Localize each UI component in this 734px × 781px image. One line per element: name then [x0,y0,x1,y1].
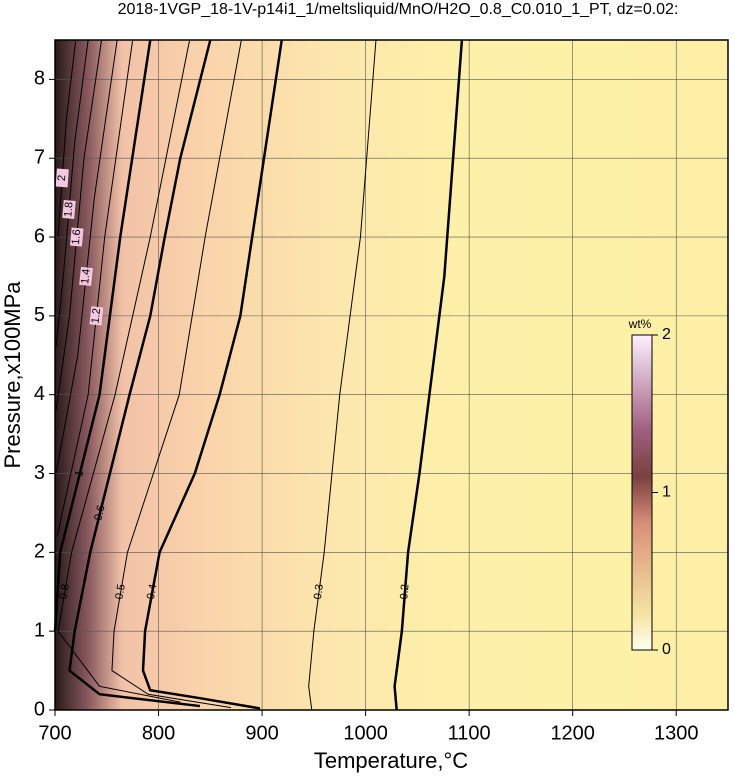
y-tick-label: 3 [34,462,45,484]
contour-line [68,39,212,708]
contour-label: 1.4 [79,268,93,284]
colorbar [631,334,653,651]
x-tick-label: 1100 [448,722,491,744]
x-tick-label: 1300 [654,722,699,744]
y-tick-label: 2 [34,541,45,563]
contour-line [57,39,77,238]
colorbar-tick-label: 1 [662,484,671,501]
x-tick-label: 1000 [343,722,388,744]
plot-area: 0.2 0.3 0.4 0.5 0.6 0.8 1 1.2 1.4 1.6 1.8 2 [53,39,728,711]
contour-label-box [55,168,69,188]
y-tick-label: 1 [34,619,45,641]
y-axis-label: Pressure,x100MPa [0,281,25,469]
contour-label-box [79,266,93,287]
contour-line [393,39,464,711]
contour-line [53,39,152,632]
contour-label: 0.3 [312,583,326,600]
contour-label: 1 [73,469,86,478]
contour-label: 0.4 [145,583,160,600]
plot-frame [54,39,729,711]
contour-label: 0.6 [92,504,107,522]
contour-label: 1.6 [70,229,83,245]
contour-label: 2 [56,174,68,181]
x-tick-label: 700 [38,722,71,744]
contour-label-box [69,227,84,247]
x-tick-label: 900 [245,722,278,744]
y-tick-label: 5 [34,304,45,326]
contour-label: 1.2 [90,308,104,324]
x-tick-label: 800 [142,722,175,744]
contour-label: 0.2 [398,584,411,600]
x-axis-label: Temperature,°C [314,748,468,773]
contour-label: 0.5 [113,583,127,600]
contour-line [111,39,242,709]
contour-label: 1.8 [62,201,75,217]
contour-label: 0.8 [58,583,72,600]
plot-background [55,40,728,710]
colorbar-tick-label: 2 [662,326,671,343]
colorbar-label: wt% [628,317,652,331]
contour-line [57,39,191,703]
y-tick-label: 7 [34,147,45,169]
y-tick-label: 8 [34,68,45,90]
y-tick-label: 6 [34,225,45,247]
y-tick-label: 4 [34,383,45,405]
contour-label-box [89,306,104,326]
contour-line [141,39,283,710]
y-tick-label: 0 [34,698,45,720]
x-tick-label: 1200 [550,722,595,744]
colorbar-tick-label: 0 [662,641,671,658]
contour-line [308,39,377,711]
contour-label-box [62,199,76,219]
chart-title: 2018-1VGP_18-1V-p14i1_1/meltsliquid/MnO/… [118,1,679,18]
